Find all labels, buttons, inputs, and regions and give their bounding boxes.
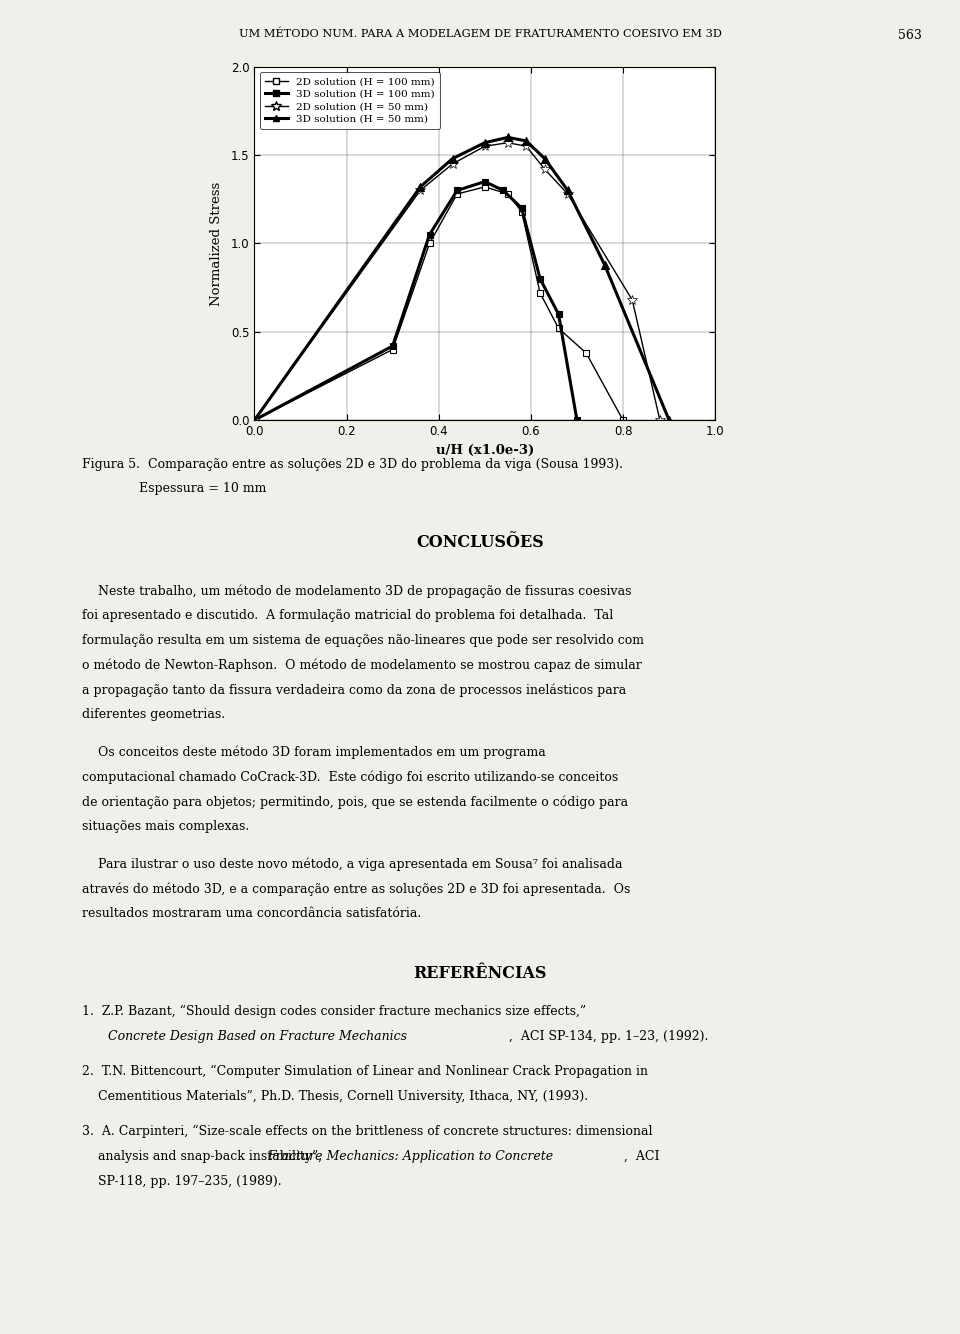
3D solution (H = 50 mm) bbox=[415, 179, 426, 195]
2D solution (H = 50 mm) bbox=[520, 139, 532, 155]
3D solution (H = 50 mm) bbox=[539, 151, 550, 167]
Y-axis label: Normalized Stress: Normalized Stress bbox=[209, 181, 223, 305]
2D solution (H = 100 mm) bbox=[617, 412, 629, 428]
Text: formulação resulta em um sistema de equações não-lineares que pode ser resolvido: formulação resulta em um sistema de equa… bbox=[82, 634, 643, 647]
Text: Fracture Mechanics: Application to Concrete: Fracture Mechanics: Application to Concr… bbox=[267, 1150, 553, 1163]
Line: 3D solution (H = 100 mm): 3D solution (H = 100 mm) bbox=[251, 179, 581, 424]
3D solution (H = 50 mm) bbox=[446, 151, 458, 167]
Text: Para ilustrar o uso deste novo método, a viga apresentada em Sousa⁷ foi analisad: Para ilustrar o uso deste novo método, a… bbox=[82, 858, 622, 871]
3D solution (H = 100 mm) bbox=[516, 200, 527, 216]
Text: Figura 5.  Comparação entre as soluções 2D e 3D do problema da viga (Sousa 1993): Figura 5. Comparação entre as soluções 2… bbox=[82, 458, 623, 471]
Text: Cementitious Materials”, Ph.D. Thesis, Cornell University, Ithaca, NY, (1993).: Cementitious Materials”, Ph.D. Thesis, C… bbox=[82, 1090, 588, 1103]
Line: 2D solution (H = 100 mm): 2D solution (H = 100 mm) bbox=[251, 183, 627, 424]
Text: 3.  A. Carpinteri, “Size-scale effects on the brittleness of concrete structures: 3. A. Carpinteri, “Size-scale effects on… bbox=[82, 1126, 652, 1138]
Text: 563: 563 bbox=[898, 29, 922, 41]
3D solution (H = 100 mm) bbox=[423, 227, 435, 243]
Text: 2.  T.N. Bittencourt, “Computer Simulation of Linear and Nonlinear Crack Propaga: 2. T.N. Bittencourt, “Computer Simulatio… bbox=[82, 1066, 648, 1078]
3D solution (H = 50 mm) bbox=[479, 135, 491, 151]
2D solution (H = 50 mm) bbox=[562, 185, 573, 201]
Text: CONCLUSÕES: CONCLUSÕES bbox=[416, 534, 544, 551]
3D solution (H = 50 mm) bbox=[599, 256, 611, 272]
3D solution (H = 100 mm) bbox=[535, 271, 546, 287]
Text: diferentes geometrias.: diferentes geometrias. bbox=[82, 708, 225, 720]
2D solution (H = 100 mm) bbox=[516, 204, 527, 220]
2D solution (H = 100 mm) bbox=[387, 342, 398, 358]
2D solution (H = 50 mm) bbox=[446, 156, 458, 172]
Text: de orientação para objetos; permitindo, pois, que se estenda facilmente o código: de orientação para objetos; permitindo, … bbox=[82, 795, 628, 808]
3D solution (H = 100 mm) bbox=[553, 305, 564, 321]
2D solution (H = 100 mm) bbox=[581, 346, 592, 362]
Text: resultados mostraram uma concordância satisfatória.: resultados mostraram uma concordância sa… bbox=[82, 907, 420, 920]
2D solution (H = 100 mm) bbox=[451, 185, 463, 201]
2D solution (H = 100 mm) bbox=[249, 412, 260, 428]
Text: Concrete Design Based on Fracture Mechanics: Concrete Design Based on Fracture Mechan… bbox=[108, 1030, 406, 1043]
2D solution (H = 100 mm) bbox=[553, 320, 564, 336]
2D solution (H = 50 mm) bbox=[627, 292, 638, 308]
2D solution (H = 50 mm) bbox=[249, 412, 260, 428]
2D solution (H = 50 mm) bbox=[502, 135, 514, 151]
Text: ,  ACI SP-134, pp. 1–23, (1992).: , ACI SP-134, pp. 1–23, (1992). bbox=[509, 1030, 708, 1043]
Line: 3D solution (H = 50 mm): 3D solution (H = 50 mm) bbox=[251, 133, 673, 424]
Legend: 2D solution (H = 100 mm), 3D solution (H = 100 mm), 2D solution (H = 50 mm), 3D : 2D solution (H = 100 mm), 3D solution (H… bbox=[259, 72, 440, 129]
Text: Neste trabalho, um método de modelamento 3D de propagação de fissuras coesivas: Neste trabalho, um método de modelamento… bbox=[82, 584, 631, 598]
Text: computacional chamado CoCrack-3D.  Este código foi escrito utilizando-se conceit: computacional chamado CoCrack-3D. Este c… bbox=[82, 771, 618, 784]
Text: Os conceitos deste método 3D foram implementados em um programa: Os conceitos deste método 3D foram imple… bbox=[82, 746, 545, 759]
3D solution (H = 50 mm) bbox=[663, 412, 675, 428]
3D solution (H = 50 mm) bbox=[502, 129, 514, 145]
3D solution (H = 100 mm) bbox=[571, 412, 583, 428]
Text: UM MÉTODO NUM. PARA A MODELAGEM DE FRATURAMENTO COESIVO EM 3D: UM MÉTODO NUM. PARA A MODELAGEM DE FRATU… bbox=[239, 29, 721, 39]
Text: 1.  Z.P. Bazant, “Should design codes consider fracture mechanics size effects,”: 1. Z.P. Bazant, “Should design codes con… bbox=[82, 1006, 593, 1018]
Text: ,  ACI: , ACI bbox=[624, 1150, 660, 1163]
Text: foi apresentado e discutido.  A formulação matricial do problema foi detalhada. : foi apresentado e discutido. A formulaçã… bbox=[82, 608, 612, 622]
3D solution (H = 100 mm) bbox=[387, 338, 398, 354]
3D solution (H = 50 mm) bbox=[249, 412, 260, 428]
3D solution (H = 50 mm) bbox=[520, 133, 532, 149]
2D solution (H = 50 mm) bbox=[479, 139, 491, 155]
3D solution (H = 100 mm) bbox=[451, 183, 463, 199]
3D solution (H = 100 mm) bbox=[497, 183, 509, 199]
2D solution (H = 100 mm) bbox=[423, 235, 435, 251]
Text: Espessura = 10 mm: Espessura = 10 mm bbox=[139, 482, 267, 495]
3D solution (H = 50 mm) bbox=[562, 183, 573, 199]
Text: SP-118, pp. 197–235, (1989).: SP-118, pp. 197–235, (1989). bbox=[82, 1175, 281, 1187]
2D solution (H = 100 mm) bbox=[535, 285, 546, 301]
Text: a propagação tanto da fissura verdadeira como da zona de processos inelásticos p: a propagação tanto da fissura verdadeira… bbox=[82, 683, 626, 696]
Text: analysis and snap-back instability”,: analysis and snap-back instability”, bbox=[82, 1150, 329, 1163]
Text: através do método 3D, e a comparação entre as soluções 2D e 3D foi apresentada. : através do método 3D, e a comparação ent… bbox=[82, 883, 630, 896]
2D solution (H = 50 mm) bbox=[654, 412, 665, 428]
X-axis label: u/H (x1.0e-3): u/H (x1.0e-3) bbox=[436, 444, 534, 456]
2D solution (H = 50 mm) bbox=[539, 161, 550, 177]
2D solution (H = 100 mm) bbox=[502, 185, 514, 201]
3D solution (H = 100 mm) bbox=[479, 173, 491, 189]
2D solution (H = 100 mm) bbox=[479, 179, 491, 195]
2D solution (H = 50 mm) bbox=[415, 183, 426, 199]
Text: o método de Newton-Raphson.  O método de modelamento se mostrou capaz de simular: o método de Newton-Raphson. O método de … bbox=[82, 659, 641, 672]
Line: 2D solution (H = 50 mm): 2D solution (H = 50 mm) bbox=[250, 137, 664, 426]
3D solution (H = 100 mm) bbox=[249, 412, 260, 428]
Text: situações mais complexas.: situações mais complexas. bbox=[82, 819, 249, 832]
Text: REFERÊNCIAS: REFERÊNCIAS bbox=[413, 966, 547, 982]
